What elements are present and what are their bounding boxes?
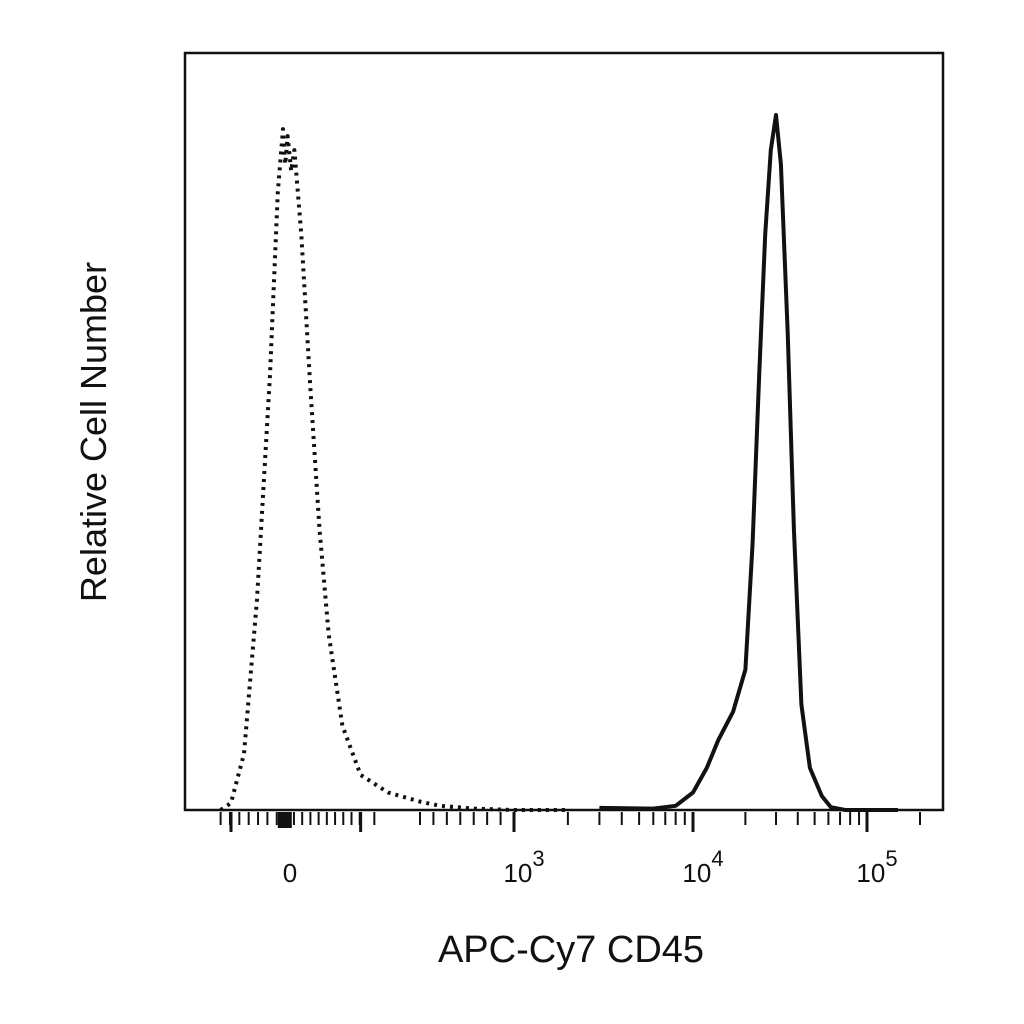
x-major-ticks [229,812,869,832]
x-tick-label-base: 10 [503,858,532,888]
x-zero-tick-block [277,812,292,828]
cd45-histogram-line [599,113,898,812]
x-tick-label-base: 10 [856,858,885,888]
x-tick-label-base: 10 [682,858,711,888]
x-tick-label: 105 [856,846,897,888]
x-axis-label: APC-Cy7 CD45 [438,929,704,971]
x-tick-label-exponent: 5 [885,846,897,871]
control-histogram-line [219,127,568,812]
x-tick-label: 0 [283,858,297,888]
x-tick-label-exponent: 4 [711,846,723,871]
x-minor-ticks [219,812,921,828]
x-tick-label-exponent: 3 [532,846,544,871]
x-tick-labels: 0 103 104 105 [283,846,898,888]
plot-frame [183,51,945,812]
x-tick-label: 104 [682,846,723,888]
y-axis-label: Relative Cell Number [73,262,114,602]
series-layer [219,113,898,812]
x-tick-label: 103 [503,846,544,888]
